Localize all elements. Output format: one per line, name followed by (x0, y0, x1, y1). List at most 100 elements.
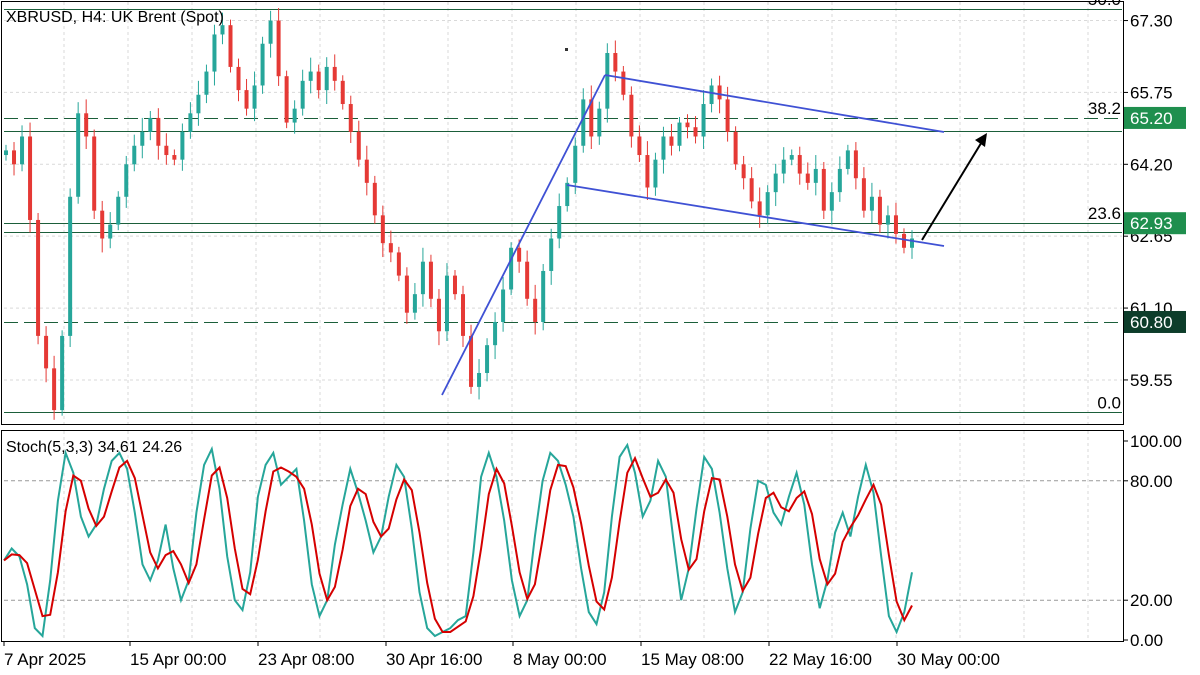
candle-body (877, 196, 882, 225)
candle-body (332, 66, 337, 81)
candle-body (372, 182, 377, 216)
candle-body (84, 113, 89, 137)
candle-body (893, 215, 898, 234)
candle-body (829, 192, 834, 211)
candle-body (140, 131, 145, 146)
stoch-tick-label: 80.00 (1130, 472, 1173, 491)
candle-body (885, 215, 890, 225)
candle-body (156, 117, 161, 146)
candle-body (420, 261, 425, 295)
grid-layer (4, 2, 1122, 641)
projection-arrow-shaft (921, 139, 984, 241)
candle-body (324, 66, 329, 91)
candle-body (605, 53, 610, 109)
candle-body (469, 335, 474, 387)
candle-body (100, 210, 105, 239)
candle-body (821, 168, 826, 211)
candle-body (52, 368, 57, 411)
candle-body (44, 335, 49, 369)
horizontal-levels-layer (4, 9, 1122, 413)
projection-arrow-head (975, 133, 987, 147)
candle-body (36, 219, 41, 336)
candle-body (549, 238, 554, 271)
candle-body (861, 178, 866, 211)
candle-body (220, 25, 225, 35)
candle-body (637, 136, 642, 156)
time-tick-label: 30 Apr 16:00 (386, 650, 482, 669)
candle-body (204, 71, 209, 95)
candle-body (653, 159, 658, 188)
time-tick-label: 7 Apr 2025 (4, 650, 86, 669)
channel-lower-line (566, 184, 945, 247)
candle-body (485, 345, 490, 373)
candle-body (669, 136, 674, 146)
candle-body (396, 252, 401, 276)
candle-body (388, 243, 393, 253)
candle-body (869, 196, 874, 211)
candle-body (428, 261, 433, 299)
time-tick-label: 23 Apr 08:00 (258, 650, 354, 669)
candle-body (196, 94, 201, 114)
candle-body (757, 201, 762, 216)
candle-body (412, 294, 417, 313)
candle-body (773, 173, 778, 193)
candle-body (477, 372, 482, 387)
candle-body (701, 104, 706, 137)
price-badge (1124, 106, 1186, 129)
fib-level-label: 23.6 (1088, 204, 1121, 223)
candle-body (284, 76, 289, 123)
price-badge (1124, 212, 1186, 235)
chart-title: XBRUSD, H4: UK Brent (Spot) (6, 9, 224, 26)
candle-body (444, 275, 449, 332)
time-tick-label: 22 May 16:00 (769, 650, 872, 669)
panel-frames (1, 1, 1124, 642)
candle-body (340, 80, 345, 105)
candle-body (164, 145, 169, 156)
time-tick-label: 8 May 00:00 (513, 650, 607, 669)
candle-body (244, 90, 249, 109)
candle-body (645, 155, 650, 188)
stoch-d-line (3, 455, 913, 633)
fib-level-label: 50.0 (1088, 0, 1121, 9)
candle-body (533, 298, 538, 322)
candle-body (188, 113, 193, 132)
candle-body (557, 206, 562, 239)
stoch-label: Stoch(5,3,3) 34.61 24.26 (6, 439, 182, 456)
time-tick-label: 30 May 00:00 (897, 650, 1000, 669)
impulse-trendline (441, 74, 606, 396)
candle-body (308, 71, 313, 81)
candle-body (621, 71, 626, 95)
fib-level-label: 38.2 (1088, 99, 1121, 118)
stoch-tick-label: 20.00 (1130, 591, 1173, 610)
candle-body (589, 99, 594, 137)
candle-body (797, 155, 802, 174)
candle-body (845, 150, 850, 169)
candle-body (380, 215, 385, 244)
stoch-panel-frame (1, 430, 1124, 642)
candle-body (212, 34, 217, 72)
candle-body (717, 85, 722, 100)
candle-body (685, 122, 690, 128)
price-tick-label: 64.20 (1130, 155, 1173, 174)
price-badge-label: 65.20 (1130, 109, 1173, 128)
candle-body (493, 321, 498, 346)
stoch-k-line (3, 442, 913, 639)
candle-body (613, 53, 618, 72)
candle-body (677, 122, 682, 146)
candle-body (853, 150, 858, 179)
main-panel-frame (1, 1, 1124, 425)
price-tick-label: 59.55 (1130, 371, 1173, 390)
candle-body (92, 136, 97, 211)
stoch-tick-label: 100.00 (1130, 432, 1182, 451)
fib-level-label: 0.0 (1097, 393, 1121, 412)
time-tick-label: 15 Apr 00:00 (130, 650, 226, 669)
channel-upper-line (604, 74, 945, 133)
candle-body (565, 182, 570, 207)
candle-body (404, 275, 409, 313)
candle-body (517, 247, 522, 262)
price-badge-label: 60.80 (1130, 313, 1173, 332)
candle-body (4, 150, 8, 156)
candle-body (805, 173, 810, 183)
candle-body (276, 20, 281, 77)
candle-body (108, 224, 113, 239)
